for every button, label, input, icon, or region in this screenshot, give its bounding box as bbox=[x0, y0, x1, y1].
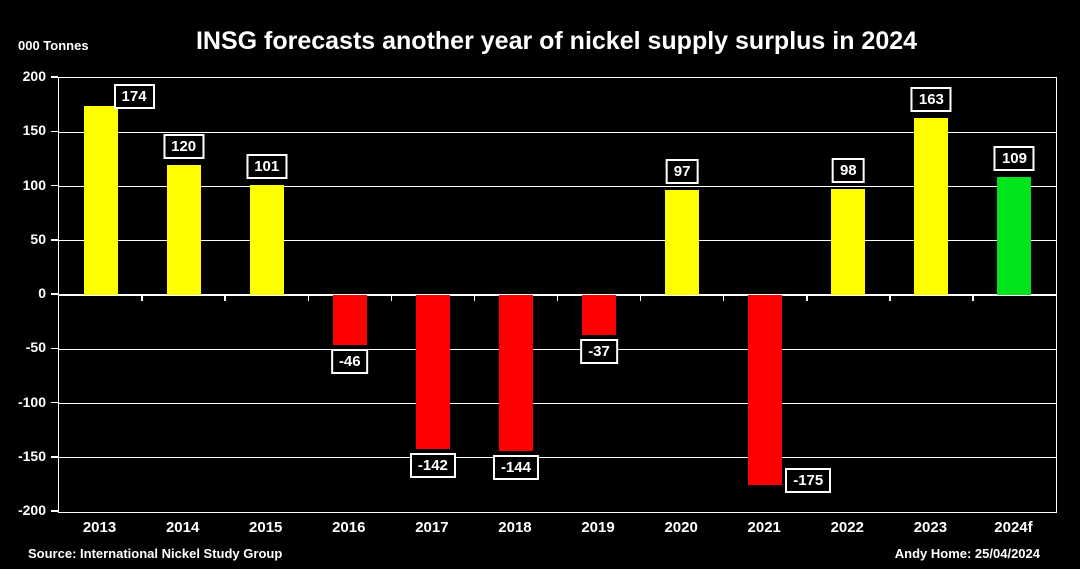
y-tick-label: 200 bbox=[22, 68, 46, 84]
gridline--150 bbox=[59, 457, 1056, 459]
bar-value-label: -37 bbox=[580, 339, 618, 365]
x-tick-mark bbox=[639, 295, 642, 301]
bar-value-label: -142 bbox=[409, 453, 456, 479]
y-tick-mark bbox=[51, 456, 58, 458]
bar-2019 bbox=[582, 295, 617, 336]
x-axis-label-2016: 2016 bbox=[332, 519, 366, 536]
y-tick-label: 150 bbox=[22, 122, 46, 139]
y-tick-mark bbox=[51, 401, 58, 404]
bar-value-label: 109 bbox=[993, 145, 1035, 171]
y-tick-mark bbox=[51, 510, 58, 512]
y-tick-mark bbox=[51, 184, 58, 187]
y-tick-label: -50 bbox=[25, 339, 46, 356]
x-tick-mark bbox=[224, 295, 226, 301]
bar-value-label: 174 bbox=[113, 84, 155, 110]
y-tick-label: -100 bbox=[17, 393, 46, 410]
x-axis-label-2018: 2018 bbox=[498, 519, 532, 536]
bar-value-label: -46 bbox=[330, 348, 369, 374]
y-tick-mark bbox=[51, 293, 58, 295]
y-tick-label: 0 bbox=[38, 285, 46, 301]
x-axis-label-2023: 2023 bbox=[913, 519, 948, 536]
bar-value-label: 120 bbox=[163, 133, 205, 159]
y-tick-mark bbox=[51, 347, 58, 349]
y-tick-label: 100 bbox=[22, 176, 46, 193]
x-axis-label-2020: 2020 bbox=[664, 519, 698, 536]
x-tick-mark bbox=[307, 295, 309, 301]
bar-2021 bbox=[748, 295, 783, 485]
x-tick-mark bbox=[722, 295, 725, 301]
gridline-50 bbox=[59, 240, 1056, 242]
gridline-100 bbox=[59, 185, 1056, 188]
bar-value-label: -144 bbox=[492, 455, 539, 481]
bar-2016 bbox=[332, 295, 367, 345]
y-axis-unit-label: 000 Tonnes bbox=[18, 38, 89, 53]
bar-2018 bbox=[498, 295, 533, 452]
x-tick-mark bbox=[556, 295, 559, 301]
bar-2024f bbox=[997, 176, 1032, 295]
bar-value-label: 98 bbox=[831, 157, 865, 183]
gridline-150 bbox=[59, 131, 1056, 133]
x-tick-mark bbox=[473, 295, 476, 301]
y-tick-label: -200 bbox=[17, 502, 46, 518]
x-axis-label-2014: 2014 bbox=[165, 519, 200, 536]
author-credit: Andy Home: 25/04/2024 bbox=[894, 546, 1040, 561]
bar-2013 bbox=[83, 106, 118, 295]
x-axis-label-2015: 2015 bbox=[249, 519, 283, 536]
bar-value-label: 163 bbox=[910, 87, 952, 113]
x-axis-label-2013: 2013 bbox=[82, 519, 117, 536]
bar-value-label: 97 bbox=[665, 158, 699, 184]
bar-2014 bbox=[166, 164, 201, 295]
x-axis-label-2021: 2021 bbox=[747, 519, 781, 536]
bar-2017 bbox=[415, 295, 450, 450]
bar-2015 bbox=[249, 185, 284, 295]
x-axis-label-2017: 2017 bbox=[415, 519, 449, 536]
gridline-0 bbox=[59, 294, 1056, 296]
gridline--100 bbox=[59, 402, 1056, 405]
chart-title: INSG forecasts another year of nickel su… bbox=[195, 27, 918, 55]
x-tick-mark bbox=[972, 295, 974, 301]
y-tick-label: 50 bbox=[30, 230, 46, 247]
bar-2023 bbox=[914, 118, 949, 295]
source-note: Source: International Nickel Study Group bbox=[28, 546, 283, 561]
gridline--50 bbox=[59, 348, 1056, 350]
y-tick-label: -150 bbox=[17, 447, 46, 464]
x-axis-label-2024f: 2024f bbox=[994, 519, 1033, 536]
y-tick-mark bbox=[51, 239, 58, 241]
x-tick-mark bbox=[141, 295, 143, 301]
x-tick-mark bbox=[806, 295, 808, 301]
x-tick-mark bbox=[889, 295, 891, 301]
bar-value-label: -175 bbox=[785, 467, 832, 493]
bar-2020 bbox=[665, 189, 700, 295]
y-tick-mark bbox=[51, 130, 58, 132]
y-tick-mark bbox=[51, 76, 58, 78]
bar-value-label: 101 bbox=[246, 154, 288, 180]
x-axis-label-2022: 2022 bbox=[830, 519, 864, 536]
plot-area: 174 120 101 -46 -142 -144 -37 97 -175 98 163 109 bbox=[58, 77, 1057, 513]
x-axis-label-2019: 2019 bbox=[581, 519, 615, 536]
bar-2022 bbox=[831, 188, 866, 295]
x-tick-mark bbox=[390, 295, 393, 301]
